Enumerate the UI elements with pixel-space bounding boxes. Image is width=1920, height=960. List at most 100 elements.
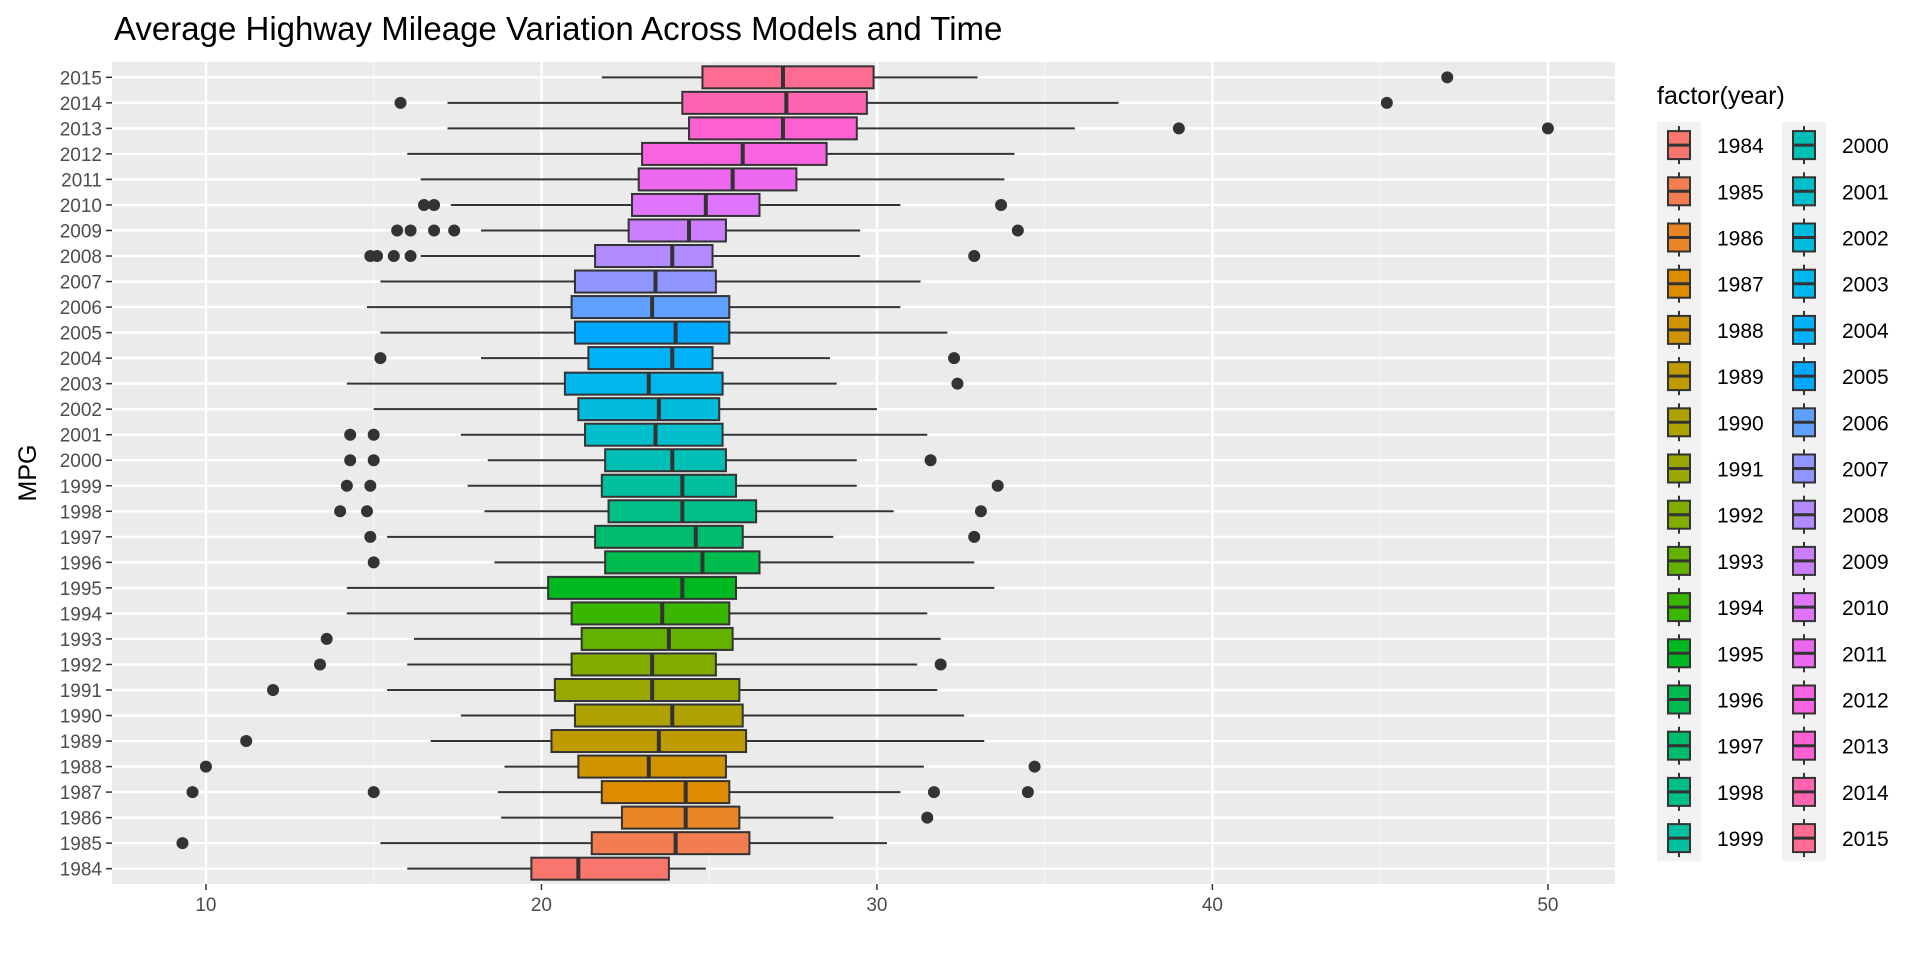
legend-item-2014: 2014 (1792, 772, 1889, 811)
boxplot-2013 (447, 116, 1554, 141)
outlier-point (394, 96, 407, 109)
y-tick-label: 1995 (60, 579, 102, 600)
y-tick-label: 1999 (60, 477, 102, 498)
y-tick-label: 1988 (60, 758, 102, 779)
x-tick-label: 50 (1537, 895, 1558, 916)
outlier-point (1441, 71, 1454, 84)
boxplot-2008 (364, 244, 981, 269)
legend-item-1993: 1993 (1667, 541, 1764, 580)
outlier-point (1021, 786, 1034, 799)
box-iqr (570, 601, 731, 626)
legend-item-1994: 1994 (1667, 588, 1764, 627)
box-iqr (553, 677, 741, 702)
legend-item-1986: 1986 (1667, 218, 1764, 257)
legend-label: 1994 (1717, 597, 1764, 620)
legend-item-1987: 1987 (1667, 264, 1764, 303)
boxplot-1984 (407, 856, 706, 881)
outlier-point (367, 454, 380, 467)
y-tick-label: 1984 (60, 860, 103, 881)
outlier-point (367, 556, 380, 569)
boxplot-1986 (501, 805, 934, 830)
boxplot-2011 (420, 167, 1005, 192)
y-tick-label: 1986 (60, 809, 102, 830)
outlier-point (344, 454, 357, 467)
y-tick-label: 2002 (60, 400, 102, 421)
legend-item-2000: 2000 (1792, 126, 1889, 165)
outlier-point (364, 530, 377, 543)
outlier-point (371, 250, 384, 263)
boxplot-1991 (267, 677, 938, 702)
legend-item-2013: 2013 (1792, 726, 1889, 765)
outlier-point (927, 786, 940, 799)
legend-label: 2014 (1842, 782, 1889, 805)
legend-label: 1987 (1717, 274, 1764, 297)
legend-label: 2004 (1842, 320, 1889, 343)
outlier-point (360, 505, 373, 518)
legend-item-1992: 1992 (1667, 495, 1764, 534)
legend-label: 1990 (1717, 412, 1764, 435)
outlier-point (314, 658, 327, 671)
outlier-point (340, 479, 353, 492)
outlier-point (320, 632, 333, 645)
box-iqr (577, 754, 727, 779)
legend-label: 1995 (1717, 643, 1764, 666)
y-tick-label: 1996 (60, 553, 102, 574)
outlier-point (934, 658, 947, 671)
legend-item-1999: 1999 (1667, 819, 1764, 858)
legend-item-2005: 2005 (1792, 357, 1889, 396)
outlier-point (1028, 760, 1041, 773)
y-tick-label: 2006 (60, 298, 102, 319)
x-tick-label: 40 (1202, 895, 1223, 916)
y-tick-label: 1993 (60, 630, 102, 651)
legend-label: 1999 (1717, 828, 1764, 851)
outlier-point (199, 760, 212, 773)
box-iqr (573, 269, 717, 294)
legend-title: factor(year) (1657, 82, 1785, 110)
legend-item-1990: 1990 (1667, 403, 1764, 442)
box-iqr (604, 448, 727, 473)
legend-label: 2006 (1842, 412, 1889, 435)
y-tick-label: 2013 (60, 119, 102, 140)
box-iqr (620, 805, 741, 830)
outlier-point (176, 837, 189, 850)
box-iqr (600, 780, 731, 805)
box-iqr (530, 856, 670, 881)
boxplot-1999 (340, 473, 1004, 498)
plot-panel (112, 62, 1615, 884)
legend-item-1998: 1998 (1667, 772, 1764, 811)
y-tick-label: 1987 (60, 783, 102, 804)
outlier-point (374, 352, 387, 365)
boxplot-2015 (601, 65, 1454, 90)
outlier-point (968, 530, 981, 543)
box-iqr (580, 626, 734, 651)
outlier-point (1380, 96, 1393, 109)
y-tick-label: 2010 (60, 196, 102, 217)
box-iqr (577, 397, 721, 422)
legend-label: 2001 (1842, 181, 1889, 204)
legend-item-2008: 2008 (1792, 495, 1889, 534)
legend-label: 2013 (1842, 736, 1889, 759)
box-iqr (594, 244, 714, 269)
boxplot-2001 (344, 422, 928, 447)
outlier-point (974, 505, 987, 518)
y-tick-label: 2009 (60, 221, 102, 242)
outlier-point (991, 479, 1004, 492)
boxplot-2009 (391, 218, 1024, 243)
box-iqr (604, 550, 761, 575)
boxplot-2010 (418, 192, 1008, 217)
legend-item-1996: 1996 (1667, 680, 1764, 719)
outlier-point (1172, 122, 1185, 135)
legend-label: 2008 (1842, 505, 1889, 528)
outlier-point (428, 224, 441, 237)
y-tick-label: 2008 (60, 247, 102, 268)
legend-label: 2005 (1842, 366, 1889, 389)
outlier-point (267, 683, 280, 696)
box-iqr (600, 473, 738, 498)
outlier-point (1541, 122, 1554, 135)
box-iqr (631, 192, 761, 217)
legend-item-1988: 1988 (1667, 310, 1764, 349)
legend-label: 1996 (1717, 690, 1764, 713)
box-iqr (547, 575, 738, 600)
legend: factor(year) 1984 1985 1986 1987 1988 1989 199… (1657, 82, 1889, 862)
